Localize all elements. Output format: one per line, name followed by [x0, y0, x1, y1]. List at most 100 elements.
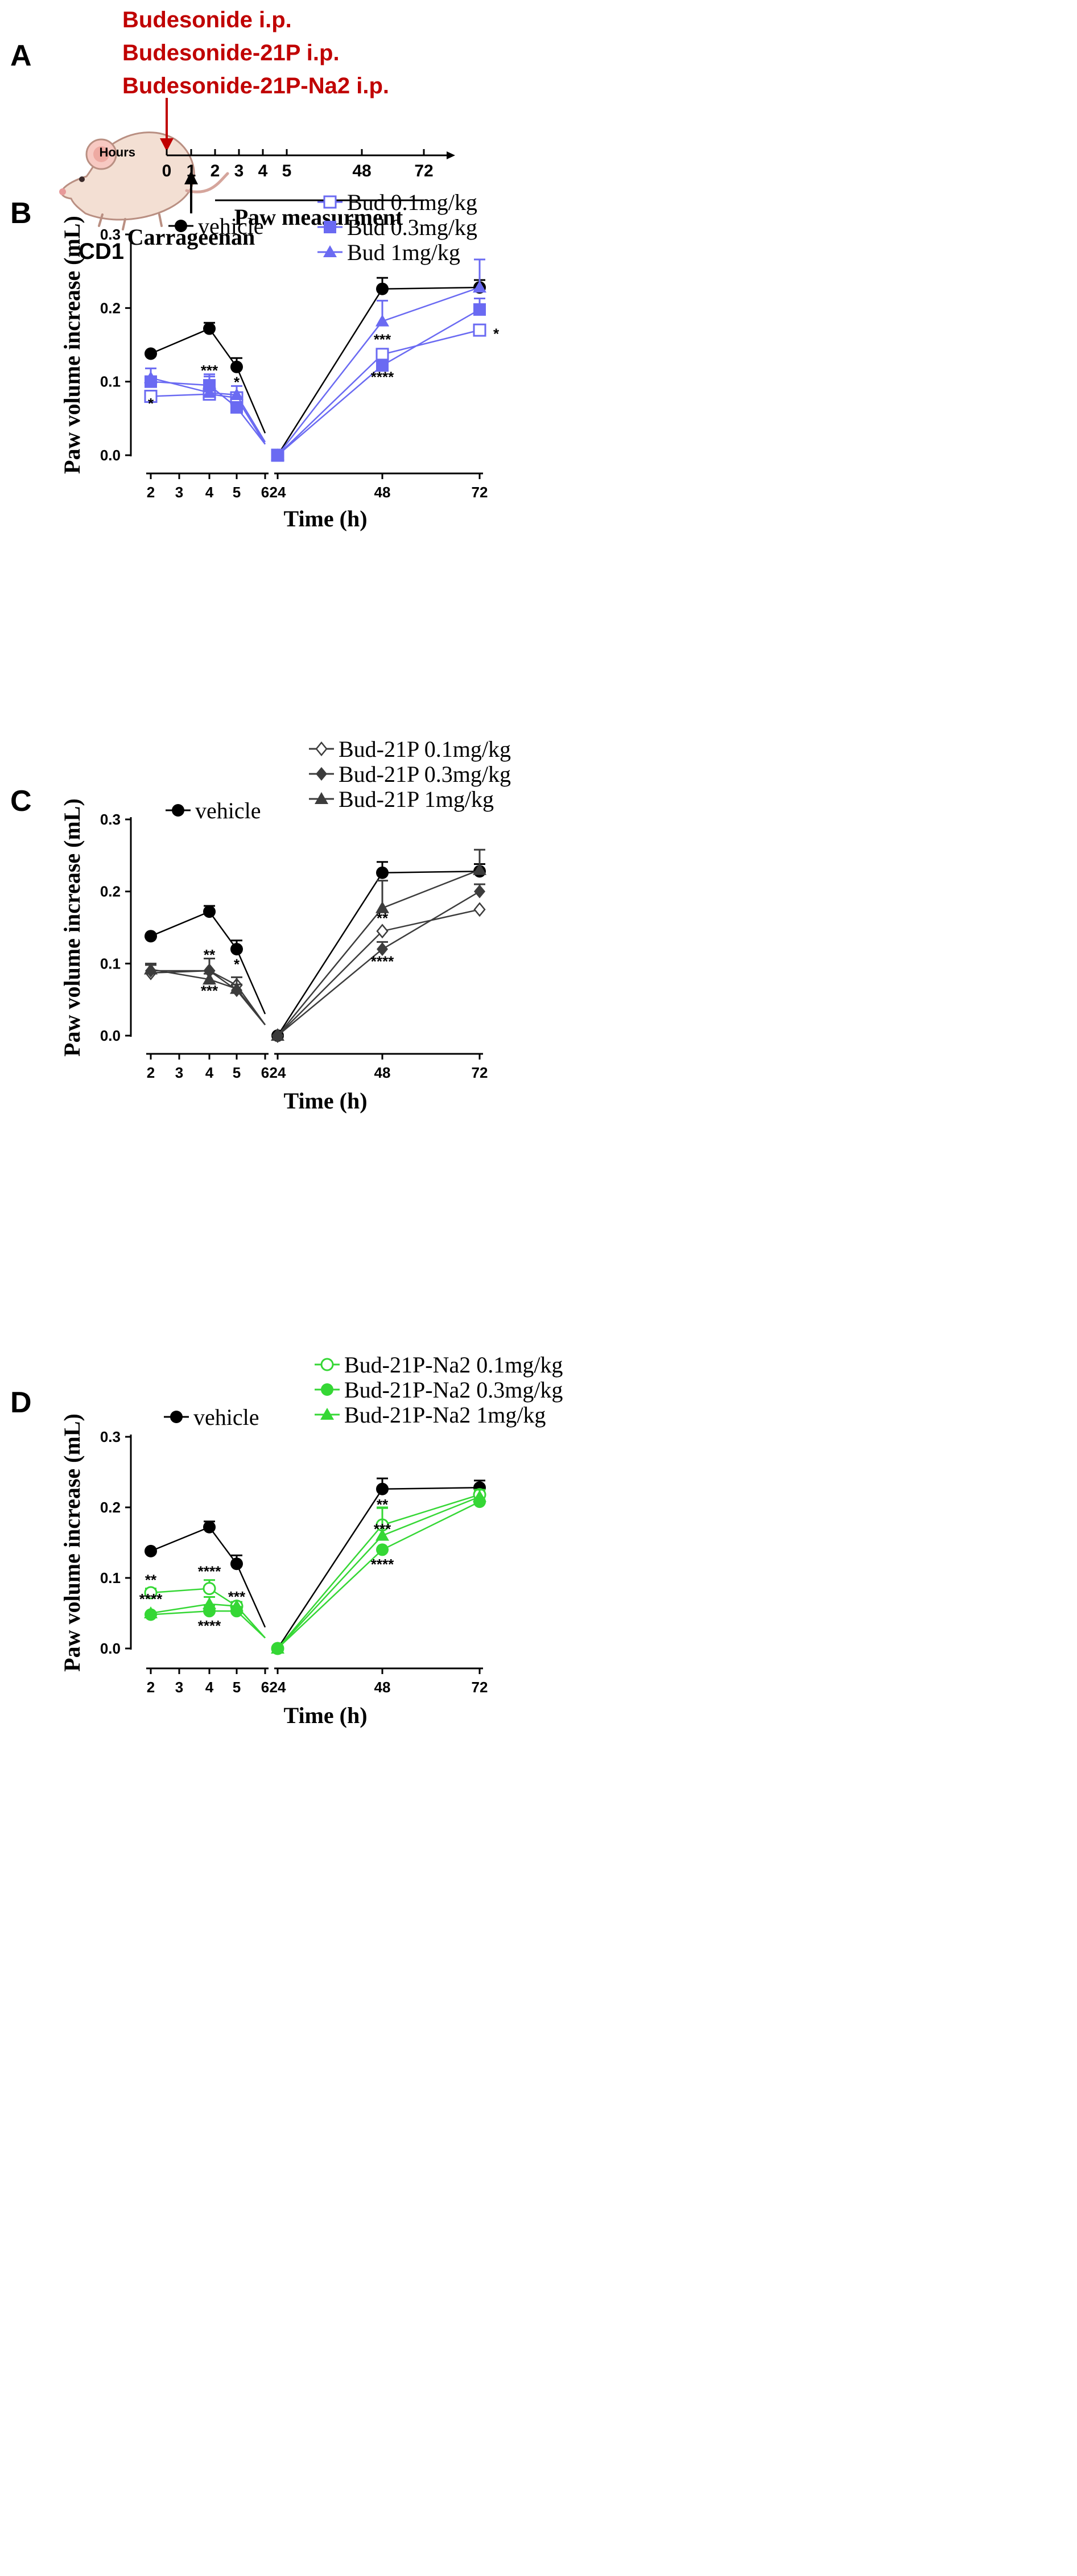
- timeline-tick-label: 5: [282, 162, 292, 180]
- series-line-left: [150, 377, 266, 443]
- timeline-tick-label: 48: [352, 162, 371, 180]
- x-tick-label: 4: [205, 484, 214, 501]
- significance-label: *: [493, 325, 500, 342]
- x-tick-label: 5: [233, 1679, 241, 1696]
- legend-marker: [321, 1383, 333, 1396]
- data-point: [203, 1597, 216, 1609]
- data-point: [230, 943, 243, 955]
- legend-label: Bud-21P-Na2 1mg/kg: [344, 1402, 546, 1428]
- data-point: [376, 924, 389, 939]
- x-tick-label: 3: [175, 1679, 183, 1696]
- x-axis-label: Time (h): [283, 506, 367, 531]
- data-point: [375, 348, 389, 361]
- data-point: [377, 942, 388, 956]
- significance-label: **: [204, 946, 216, 963]
- data-point: [203, 386, 216, 398]
- series-line-left: [150, 381, 266, 445]
- series-bud-0-3mg-kg: [145, 298, 486, 461]
- panel-letter-d: D: [10, 1386, 32, 1419]
- data-point: [144, 1606, 158, 1618]
- data-point: [473, 902, 486, 917]
- significance-label: ***: [374, 331, 391, 348]
- series-bud-21p-1mg-kg: [144, 848, 486, 1041]
- legend-marker: [320, 1358, 334, 1371]
- x-tick-label: 2: [147, 1679, 155, 1696]
- treatment-label-budesonide-21p: Budesonide-21P i.p.: [122, 40, 340, 65]
- x-tick-label: 48: [374, 1064, 391, 1081]
- data-point: [230, 401, 243, 414]
- series-line-left: [150, 393, 266, 445]
- mouse-label: CD1: [79, 239, 124, 264]
- data-point: [145, 1544, 157, 1557]
- significance-label: ****: [198, 1617, 221, 1634]
- panel-letter-a: A: [10, 39, 32, 72]
- series-vehicle: [145, 1477, 486, 1655]
- y-tick-label: 0.1: [100, 1569, 121, 1586]
- significance-label: ***: [228, 1588, 246, 1605]
- y-tick-label: 0.2: [100, 1499, 121, 1516]
- y-axis-label: Paw volume increase (mL): [59, 1413, 85, 1672]
- legend-marker: [175, 220, 187, 232]
- data-point: [474, 884, 485, 898]
- series-bud-21p-na2-0-3mg-kg: [145, 1495, 486, 1655]
- x-tick-label: 3: [175, 484, 183, 501]
- x-tick-label: 72: [472, 484, 488, 501]
- x-tick-label: 72: [472, 1064, 488, 1081]
- x-tick-label: 4: [205, 1679, 214, 1696]
- panel-b: B 0.0 0.1 0.2 0.3 Paw volume increase (mL) 2 3 4…: [10, 189, 500, 531]
- x-axis-label: Time (h): [283, 1088, 367, 1114]
- legend-label: Bud-21P 1mg/kg: [339, 786, 494, 812]
- y-tick-label: 0.0: [100, 1640, 121, 1657]
- timeline-ticks: 0123454872: [162, 149, 434, 180]
- legend-label: vehicle: [195, 798, 261, 823]
- mouse-icon: [59, 131, 229, 230]
- x-tick-label: 3: [175, 1064, 183, 1081]
- injection-arrow: [160, 98, 174, 151]
- series-bud-0-1mg-kg: [144, 323, 486, 462]
- data-point: [203, 905, 216, 918]
- series-bud-1mg-kg: [144, 258, 486, 460]
- significance-label: **: [377, 1496, 389, 1513]
- point-origin: [271, 1029, 284, 1041]
- legend-marker: [320, 1408, 334, 1420]
- legend-label: Bud-21P 0.1mg/kg: [339, 736, 511, 762]
- timeline-tick-label: 4: [258, 162, 268, 180]
- panel-a: A CD1 Budesonide i.p. Budesonide-21P i.p…: [10, 7, 455, 264]
- y-tick-label: 0.1: [100, 373, 121, 390]
- x-tick-label: 5: [233, 484, 241, 501]
- significance-label: **: [377, 909, 389, 926]
- series-line-left: [150, 968, 266, 1025]
- data-point: [473, 323, 486, 337]
- significance-label: ***: [374, 1520, 391, 1538]
- data-point: [203, 322, 216, 335]
- y-tick-label: 0.3: [100, 226, 121, 243]
- legend-label: Bud-21P 0.3mg/kg: [339, 761, 511, 787]
- data-point: [144, 962, 158, 975]
- series-bud-21p-0-3mg-kg: [145, 883, 485, 1042]
- significance-label: *: [234, 374, 240, 391]
- point-origin: [271, 1642, 284, 1654]
- timeline-tick-label: 72: [414, 162, 433, 180]
- panel-d: D 0.0 0.1 0.2 0.3 Paw volume increase (mL) 2 3 4…: [10, 1352, 563, 1728]
- legend-marker: [323, 195, 337, 209]
- panel-letter-c: C: [10, 785, 32, 818]
- data-point: [144, 390, 158, 403]
- measurement-label: Paw measurment: [234, 204, 403, 230]
- series-line-left: [150, 910, 266, 1015]
- series-line-left: [150, 1610, 266, 1639]
- data-point: [376, 1543, 389, 1556]
- data-point: [473, 303, 486, 316]
- legend-marker: [170, 1411, 183, 1423]
- significance-label: ****: [371, 953, 394, 970]
- x-tick-label: 4: [205, 1064, 214, 1081]
- y-tick-label: 0.3: [100, 1428, 121, 1445]
- legend-label: vehicle: [193, 1404, 259, 1430]
- carrageenan-label: Carrageenan: [127, 224, 255, 250]
- series-vehicle: [145, 277, 486, 461]
- data-point: [473, 281, 486, 293]
- data-point: [144, 371, 158, 384]
- series-bud-21p-na2-0-1mg-kg: [144, 1488, 486, 1655]
- significance-label: ***: [201, 362, 218, 379]
